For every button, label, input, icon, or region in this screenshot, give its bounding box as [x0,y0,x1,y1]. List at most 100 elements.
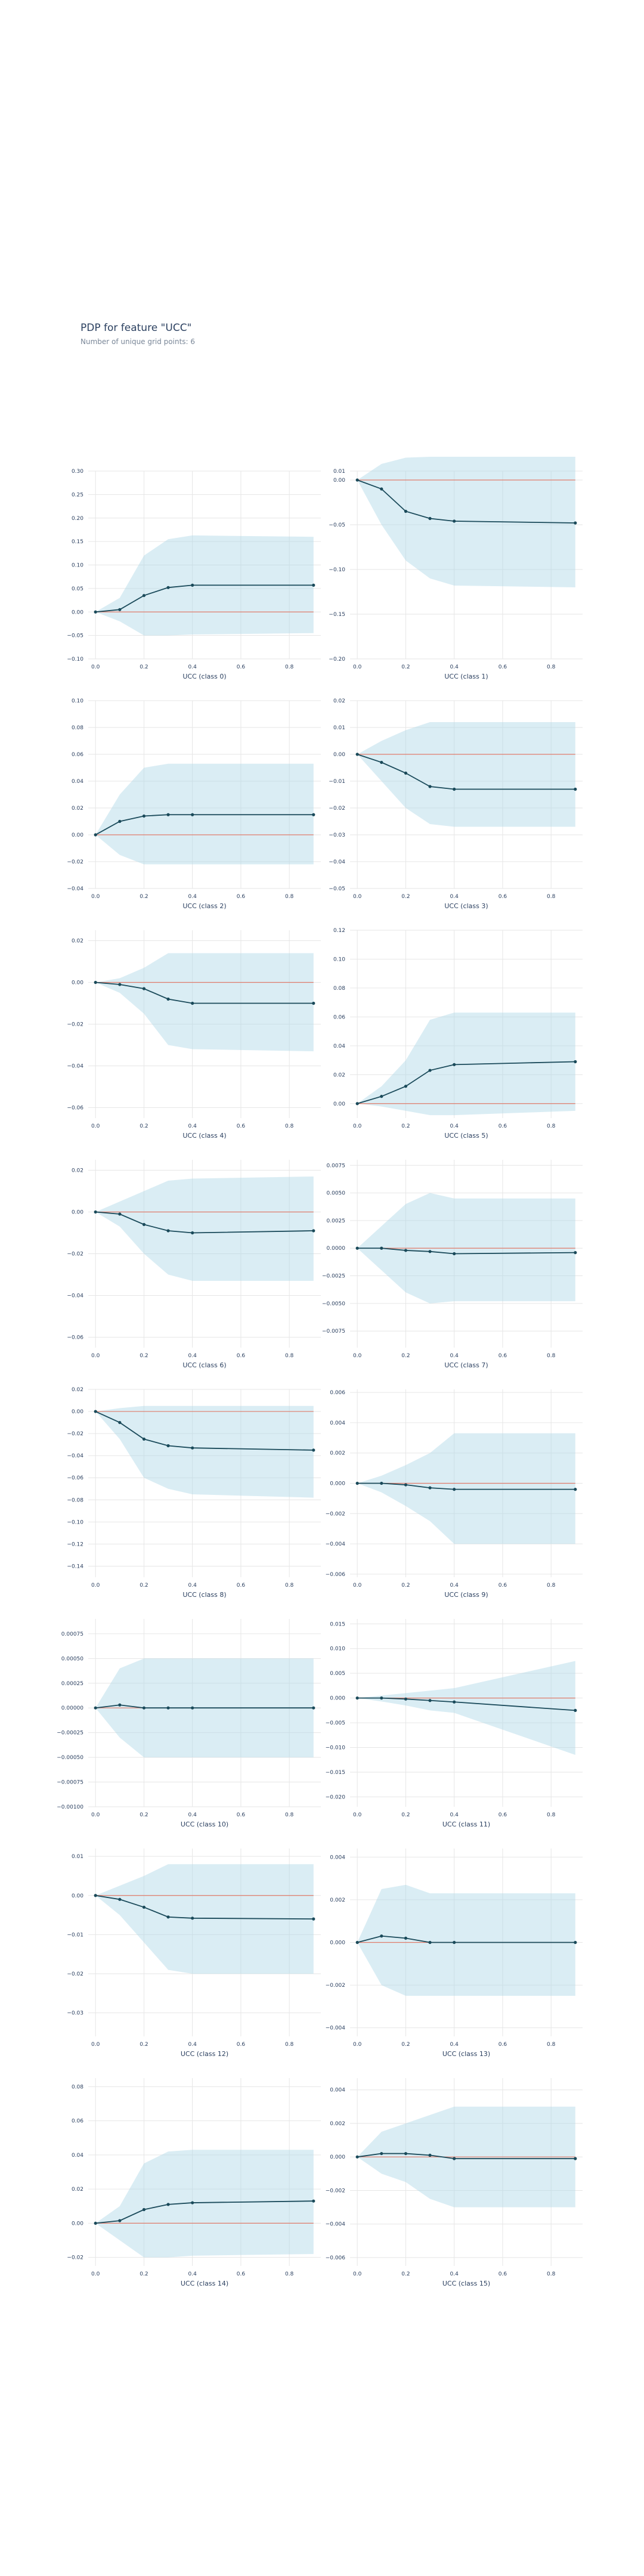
pdp-point [380,487,383,491]
pdp-point [453,1063,456,1066]
x-axis-label: UCC (class 3) [444,902,488,910]
x-axis-label: UCC (class 1) [444,673,488,680]
pdp-point [94,1894,97,1897]
pdp-line [357,1061,575,1104]
pdp-point [312,2199,315,2203]
pdp-point [574,1060,577,1064]
pdp-line [95,1704,314,1709]
x-tick-label: 0.2 [140,1812,148,1818]
x-tick-label: 0.0 [91,894,100,900]
y-tick-label: 0.08 [72,2084,83,2090]
chart-subtitle: Number of unique grid points: 6 [80,338,196,346]
pdp-point [166,586,170,589]
pdp-point [355,1246,359,1250]
x-tick-label: 0.4 [188,1583,197,1589]
pdp-point [380,1696,383,1700]
y-tick-label: 0.15 [72,539,83,545]
pdp-point [404,771,408,775]
x-tick-label: 0.2 [140,894,148,900]
y-tick-label: −0.0075 [322,1329,345,1335]
pdp-point [355,1102,359,1106]
y-tick-label: −0.015 [326,1770,345,1776]
pdp-point [166,997,170,1001]
x-tick-label: 0.6 [499,2271,507,2277]
pdp-chart-10: 0.0 0.2 0.4 0.6 0.8 0.00075 0.00050 0.00025 0.00… [57,1619,321,1828]
chart-header: PDP for feature "UCC" Number of unique g… [80,322,195,346]
pdp-chart-5: 0.0 0.2 0.4 0.6 0.8 0.12 0.10 0.08 0.06 0.04 0.02 0… [333,928,583,1140]
y-tick-label: −0.03 [329,832,345,838]
pdp-point [355,1481,359,1485]
y-tick-label: 0.002 [330,2121,345,2127]
pdp-line [357,754,575,790]
y-tick-label: 0.00050 [61,1656,83,1662]
x-tick-label: 0.0 [91,1123,100,1129]
pdp-chart-1: 0.0 0.2 0.4 0.6 0.8 0.01 0.00 −0.05 −0.10 −0.15 −0… [329,457,583,680]
pdp-line [95,2200,314,2224]
x-tick-label: 0.0 [91,1812,100,1818]
y-tick-label: −0.002 [326,1983,345,1989]
x-tick-label: 0.6 [499,1353,507,1359]
pdp-point [380,1095,383,1098]
x-tick-label: 0.0 [353,2042,362,2048]
pdp-point [404,1085,408,1088]
x-tick-label: 0.6 [499,894,507,900]
pdp-point [191,2201,194,2205]
x-tick-label: 0.0 [91,1583,100,1589]
y-tick-label: −0.10 [67,1519,83,1525]
x-tick-label: 0.4 [450,1583,459,1589]
x-tick-label: 0.6 [237,1812,246,1818]
pdp-point [380,760,383,764]
pdp-line [357,1482,575,1490]
x-tick-label: 0.4 [450,1353,459,1359]
y-tick-label: −0.02 [67,1252,83,1258]
y-tick-label: 0.00 [333,752,345,758]
y-tick-label: 0.02 [72,939,83,945]
pdp-point [118,608,122,611]
y-tick-label: 0.00000 [61,1705,83,1711]
pdp-chart-3: 0.0 0.2 0.4 0.6 0.8 0.02 0.01 0.00 −0.01 −0.02 −0.… [329,698,583,910]
y-tick-label: 0.06 [72,2119,83,2125]
confidence-band [95,1176,314,1281]
pdp-point [574,787,577,791]
y-tick-label: −0.05 [329,886,345,892]
y-tick-label: −0.12 [67,1541,83,1547]
pdp-point [428,516,432,521]
pdp-point [142,1222,146,1227]
x-tick-label: 0.8 [547,2271,556,2277]
pdp-point [191,1916,194,1920]
pdp-point [142,2207,146,2212]
x-tick-label: 0.4 [450,1812,459,1818]
y-tick-label: 0.10 [333,956,345,962]
x-tick-label: 0.4 [450,2271,459,2277]
x-tick-label: 0.6 [499,1583,507,1589]
y-tick-label: 0.04 [333,1044,345,1049]
pdp-point [574,1488,577,1491]
x-axis-label: UCC (class 9) [444,1591,488,1599]
x-tick-label: 0.8 [285,1123,294,1129]
x-tick-label: 0.8 [547,664,556,670]
y-tick-label: 0.01 [72,1854,83,1860]
confidence-band [357,457,575,587]
y-tick-label: −0.02 [67,1022,83,1028]
confidence-band [95,763,314,865]
x-tick-label: 0.4 [188,894,197,900]
confidence-band [95,1864,314,1974]
confidence-band [357,1661,575,1755]
pdp-chart-15: 0.0 0.2 0.4 0.6 0.8 0.004 0.002 0.000 −0.002 −0.0… [326,2078,583,2287]
pdp-point [191,1446,194,1450]
y-tick-label: 0.06 [72,752,83,758]
y-tick-label: 0.000 [330,1696,345,1702]
pdp-point [453,787,456,791]
pdp-point [191,583,194,587]
x-tick-label: 0.2 [401,664,410,670]
confidence-band [357,1884,575,1996]
x-tick-label: 0.4 [188,1353,197,1359]
y-tick-label: −0.00100 [57,1804,83,1810]
x-tick-label: 0.0 [353,1123,362,1129]
y-tick-label: 0.00075 [61,1631,83,1637]
pdp-chart-8: 0.0 0.2 0.4 0.6 0.8 0.02 0.00 −0.02 −0.04 −0.06 −0… [67,1387,321,1599]
pdp-line [95,584,314,613]
y-tick-label: 0.00 [72,1893,83,1899]
y-tick-label: 0.00 [72,832,83,838]
